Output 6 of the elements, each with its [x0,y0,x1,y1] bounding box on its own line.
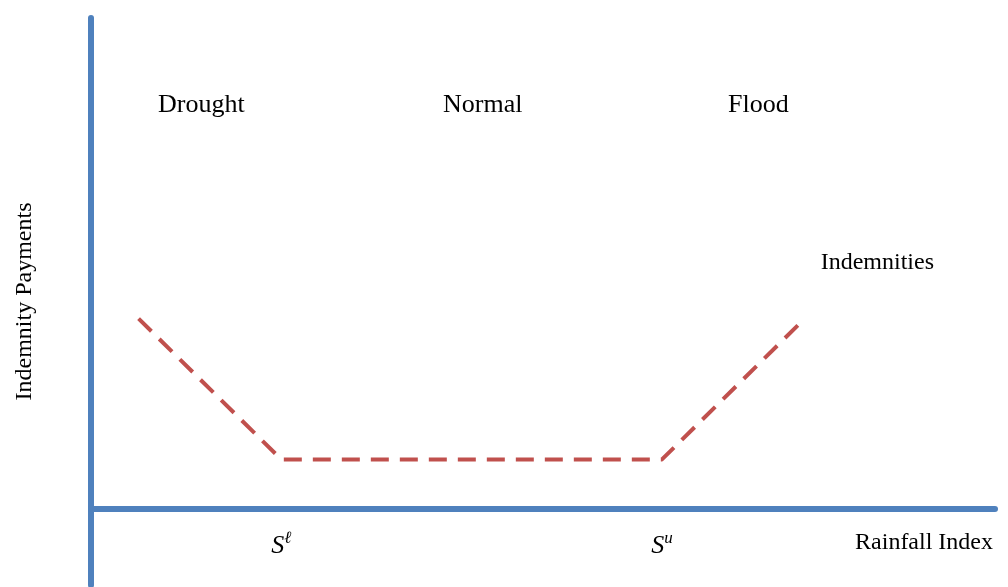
text: Normal [443,88,523,118]
series-label: Indemnities [820,247,934,274]
x-axis-title: Rainfall Index [855,527,993,554]
text: Drought [158,88,246,118]
text: Flood [728,88,789,118]
y-axis-title: Indemnity Payments [10,202,36,401]
